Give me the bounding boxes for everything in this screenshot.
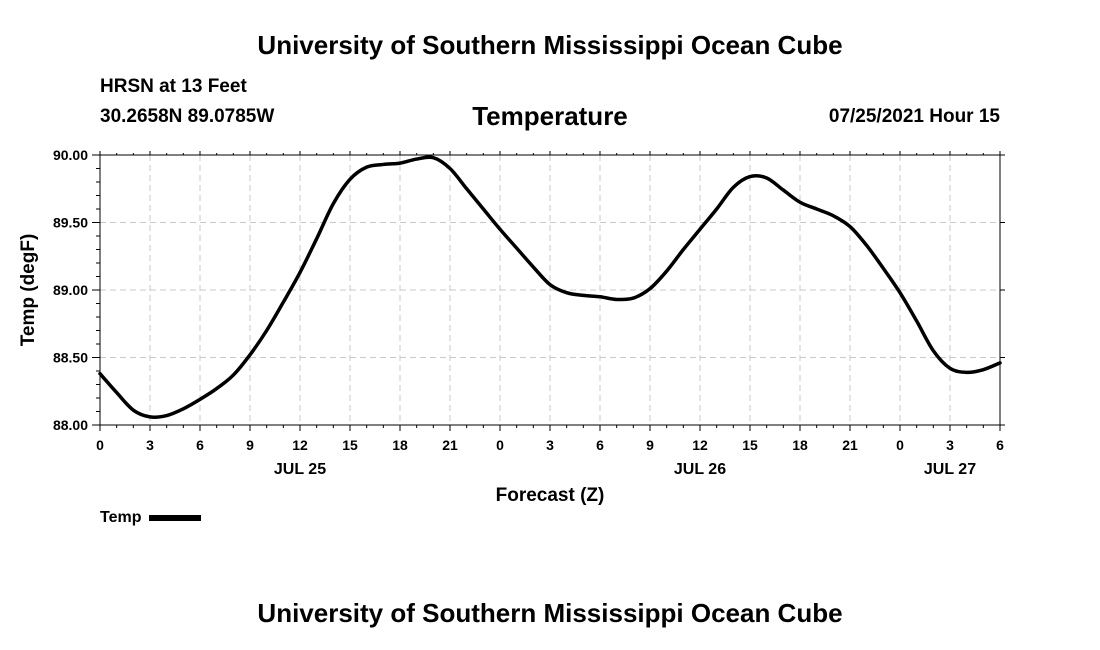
y-tick-label: 89.00 bbox=[53, 282, 88, 298]
x-tick-label: 6 bbox=[996, 437, 1004, 453]
x-tick-label: 21 bbox=[842, 437, 858, 453]
date-label: JUL 25 bbox=[274, 461, 326, 478]
x-tick-label: 0 bbox=[496, 437, 504, 453]
y-tick-label: 90.00 bbox=[53, 147, 88, 163]
grid bbox=[100, 155, 1000, 425]
x-tick-label: 6 bbox=[196, 437, 204, 453]
chart-title-top: University of Southern Mississippi Ocean… bbox=[257, 30, 843, 60]
date-label: JUL 27 bbox=[924, 461, 976, 478]
datetime-label: 07/25/2021 Hour 15 bbox=[828, 106, 1000, 127]
y-tick-label: 88.00 bbox=[53, 417, 88, 433]
x-tick-label: 18 bbox=[792, 437, 808, 453]
ticks bbox=[92, 151, 1005, 431]
chart-title-bottom: University of Southern Mississippi Ocean… bbox=[257, 598, 843, 628]
legend-swatch bbox=[149, 515, 202, 521]
x-tick-label: 3 bbox=[546, 437, 554, 453]
x-tick-label: 9 bbox=[246, 437, 254, 453]
x-tick-label: 12 bbox=[692, 437, 708, 453]
x-tick-label: 18 bbox=[392, 437, 408, 453]
date-label: JUL 26 bbox=[674, 461, 726, 478]
x-tick-label: 6 bbox=[596, 437, 604, 453]
y-axis-title: Temp (degF) bbox=[18, 234, 39, 347]
x-tick-label: 15 bbox=[342, 437, 358, 453]
series-line-temp bbox=[98, 155, 1002, 420]
x-axis-title: Forecast (Z) bbox=[496, 485, 605, 506]
x-tick-label: 3 bbox=[146, 437, 154, 453]
series-layer bbox=[98, 155, 1002, 420]
legend-label: Temp bbox=[100, 509, 142, 526]
station-label: HRSN at 13 Feet bbox=[100, 76, 247, 97]
x-tick-label: 9 bbox=[646, 437, 654, 453]
x-tick-label: 15 bbox=[742, 437, 758, 453]
x-tick-label: 12 bbox=[292, 437, 308, 453]
x-tick-label: 0 bbox=[896, 437, 904, 453]
x-tick-label: 0 bbox=[96, 437, 104, 453]
coordinates-label: 30.2658N 89.0785W bbox=[100, 106, 275, 127]
parameter-title: Temperature bbox=[472, 101, 628, 131]
x-tick-label: 3 bbox=[946, 437, 954, 453]
legend: Temp bbox=[100, 509, 202, 527]
x-tick-label: 21 bbox=[442, 437, 458, 453]
y-tick-label: 88.50 bbox=[53, 350, 88, 366]
y-tick-label: 89.50 bbox=[53, 215, 88, 231]
tick-labels: 0 3 6 9 12 15 18 21 0 3 6 9 12 15 18 21 0 3 6 JUL 25 JUL 26 J… bbox=[53, 147, 1004, 478]
